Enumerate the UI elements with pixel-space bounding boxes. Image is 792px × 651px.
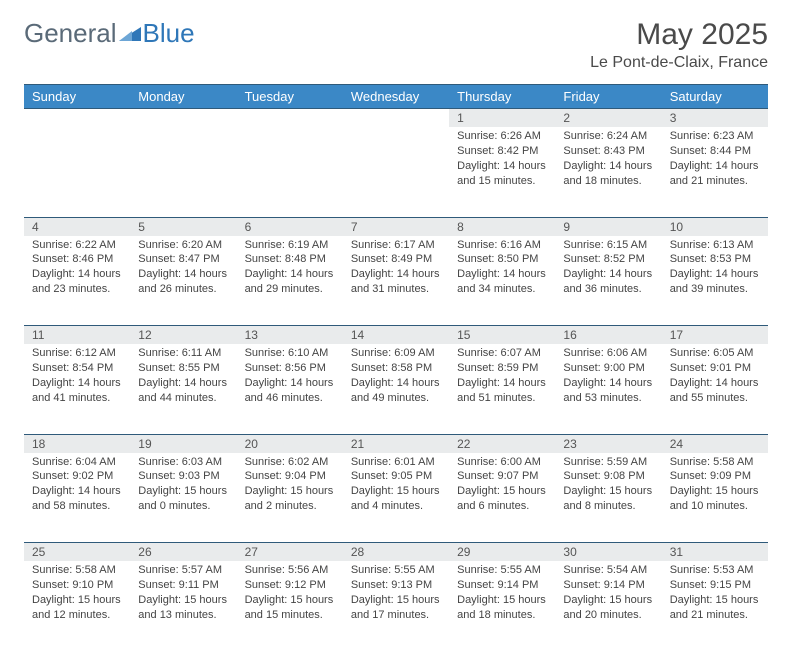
title-block: May 2025 Le Pont-de-Claix, France	[590, 18, 768, 72]
day-detail-cell: Sunrise: 6:06 AMSunset: 9:00 PMDaylight:…	[555, 344, 661, 434]
title-location: Le Pont-de-Claix, France	[590, 54, 768, 72]
day-detail-cell: Sunrise: 6:12 AMSunset: 8:54 PMDaylight:…	[24, 344, 130, 434]
day-number-cell: 7	[343, 217, 449, 236]
calendar-body: 123Sunrise: 6:26 AMSunset: 8:42 PMDaylig…	[24, 109, 768, 651]
day-number-cell	[237, 109, 343, 128]
day-detail-cell: Sunrise: 5:55 AMSunset: 9:14 PMDaylight:…	[449, 561, 555, 651]
day-detail-cell: Sunrise: 6:15 AMSunset: 8:52 PMDaylight:…	[555, 236, 661, 326]
day-detail-cell: Sunrise: 6:02 AMSunset: 9:04 PMDaylight:…	[237, 453, 343, 543]
weekday-header: Thursday	[449, 85, 555, 109]
day-detail-cell	[237, 127, 343, 217]
day-detail-cell: Sunrise: 6:19 AMSunset: 8:48 PMDaylight:…	[237, 236, 343, 326]
day-number-cell: 24	[662, 434, 768, 453]
day-number-cell: 5	[130, 217, 236, 236]
day-detail-cell: Sunrise: 6:26 AMSunset: 8:42 PMDaylight:…	[449, 127, 555, 217]
day-detail-cell	[130, 127, 236, 217]
day-detail-cell: Sunrise: 6:03 AMSunset: 9:03 PMDaylight:…	[130, 453, 236, 543]
day-detail-cell: Sunrise: 5:59 AMSunset: 9:08 PMDaylight:…	[555, 453, 661, 543]
day-detail-cell: Sunrise: 6:20 AMSunset: 8:47 PMDaylight:…	[130, 236, 236, 326]
day-number-cell: 9	[555, 217, 661, 236]
day-number-cell: 1	[449, 109, 555, 128]
day-number-cell: 26	[130, 543, 236, 562]
day-number-cell: 21	[343, 434, 449, 453]
weekday-header: Monday	[130, 85, 236, 109]
weekday-header: Sunday	[24, 85, 130, 109]
day-number-cell	[130, 109, 236, 128]
day-number-cell: 29	[449, 543, 555, 562]
day-number-cell: 20	[237, 434, 343, 453]
day-detail-cell	[24, 127, 130, 217]
day-number-cell: 4	[24, 217, 130, 236]
day-detail-cell: Sunrise: 6:10 AMSunset: 8:56 PMDaylight:…	[237, 344, 343, 434]
day-number-cell: 15	[449, 326, 555, 345]
day-number-row: 11121314151617	[24, 326, 768, 345]
day-number-cell: 11	[24, 326, 130, 345]
brand-part2: Blue	[143, 18, 195, 49]
day-detail-row: Sunrise: 6:12 AMSunset: 8:54 PMDaylight:…	[24, 344, 768, 434]
day-number-row: 25262728293031	[24, 543, 768, 562]
day-detail-row: Sunrise: 5:58 AMSunset: 9:10 PMDaylight:…	[24, 561, 768, 651]
day-number-cell: 25	[24, 543, 130, 562]
day-number-cell: 12	[130, 326, 236, 345]
day-number-row: 123	[24, 109, 768, 128]
page-header: General Blue May 2025 Le Pont-de-Claix, …	[24, 18, 768, 72]
day-detail-cell: Sunrise: 5:57 AMSunset: 9:11 PMDaylight:…	[130, 561, 236, 651]
day-number-cell: 27	[237, 543, 343, 562]
day-detail-cell: Sunrise: 6:01 AMSunset: 9:05 PMDaylight:…	[343, 453, 449, 543]
day-detail-cell: Sunrise: 6:24 AMSunset: 8:43 PMDaylight:…	[555, 127, 661, 217]
day-number-cell: 13	[237, 326, 343, 345]
day-detail-cell: Sunrise: 5:58 AMSunset: 9:10 PMDaylight:…	[24, 561, 130, 651]
day-detail-cell: Sunrise: 6:22 AMSunset: 8:46 PMDaylight:…	[24, 236, 130, 326]
weekday-header: Tuesday	[237, 85, 343, 109]
title-month: May 2025	[590, 18, 768, 52]
day-number-cell: 22	[449, 434, 555, 453]
day-number-cell: 23	[555, 434, 661, 453]
day-detail-row: Sunrise: 6:22 AMSunset: 8:46 PMDaylight:…	[24, 236, 768, 326]
weekday-header: Saturday	[662, 85, 768, 109]
day-detail-cell: Sunrise: 5:53 AMSunset: 9:15 PMDaylight:…	[662, 561, 768, 651]
day-detail-cell: Sunrise: 6:23 AMSunset: 8:44 PMDaylight:…	[662, 127, 768, 217]
calendar-table: Sunday Monday Tuesday Wednesday Thursday…	[24, 84, 768, 651]
day-detail-cell: Sunrise: 6:07 AMSunset: 8:59 PMDaylight:…	[449, 344, 555, 434]
day-detail-cell	[343, 127, 449, 217]
weekday-header: Friday	[555, 85, 661, 109]
day-number-cell: 28	[343, 543, 449, 562]
day-detail-cell: Sunrise: 5:54 AMSunset: 9:14 PMDaylight:…	[555, 561, 661, 651]
day-number-cell: 18	[24, 434, 130, 453]
day-number-cell: 6	[237, 217, 343, 236]
day-detail-cell: Sunrise: 6:00 AMSunset: 9:07 PMDaylight:…	[449, 453, 555, 543]
day-detail-cell: Sunrise: 6:17 AMSunset: 8:49 PMDaylight:…	[343, 236, 449, 326]
day-detail-cell: Sunrise: 6:09 AMSunset: 8:58 PMDaylight:…	[343, 344, 449, 434]
weekday-header-row: Sunday Monday Tuesday Wednesday Thursday…	[24, 85, 768, 109]
day-detail-cell: Sunrise: 6:13 AMSunset: 8:53 PMDaylight:…	[662, 236, 768, 326]
day-detail-row: Sunrise: 6:04 AMSunset: 9:02 PMDaylight:…	[24, 453, 768, 543]
day-number-cell: 14	[343, 326, 449, 345]
day-number-cell	[343, 109, 449, 128]
day-detail-cell: Sunrise: 6:16 AMSunset: 8:50 PMDaylight:…	[449, 236, 555, 326]
day-number-cell: 8	[449, 217, 555, 236]
day-number-cell: 10	[662, 217, 768, 236]
day-number-cell: 17	[662, 326, 768, 345]
brand-part1: General	[24, 18, 117, 49]
day-detail-cell: Sunrise: 5:55 AMSunset: 9:13 PMDaylight:…	[343, 561, 449, 651]
brand-logo: General Blue	[24, 18, 195, 49]
day-number-row: 45678910	[24, 217, 768, 236]
day-number-cell: 16	[555, 326, 661, 345]
day-number-cell: 19	[130, 434, 236, 453]
day-detail-cell: Sunrise: 6:05 AMSunset: 9:01 PMDaylight:…	[662, 344, 768, 434]
day-number-cell: 3	[662, 109, 768, 128]
day-number-cell: 31	[662, 543, 768, 562]
day-detail-cell: Sunrise: 6:11 AMSunset: 8:55 PMDaylight:…	[130, 344, 236, 434]
day-detail-row: Sunrise: 6:26 AMSunset: 8:42 PMDaylight:…	[24, 127, 768, 217]
weekday-header: Wednesday	[343, 85, 449, 109]
day-detail-cell: Sunrise: 5:58 AMSunset: 9:09 PMDaylight:…	[662, 453, 768, 543]
day-detail-cell: Sunrise: 5:56 AMSunset: 9:12 PMDaylight:…	[237, 561, 343, 651]
day-number-row: 18192021222324	[24, 434, 768, 453]
day-number-cell: 30	[555, 543, 661, 562]
day-number-cell	[24, 109, 130, 128]
day-detail-cell: Sunrise: 6:04 AMSunset: 9:02 PMDaylight:…	[24, 453, 130, 543]
logo-triangle-icon	[119, 25, 141, 43]
day-number-cell: 2	[555, 109, 661, 128]
